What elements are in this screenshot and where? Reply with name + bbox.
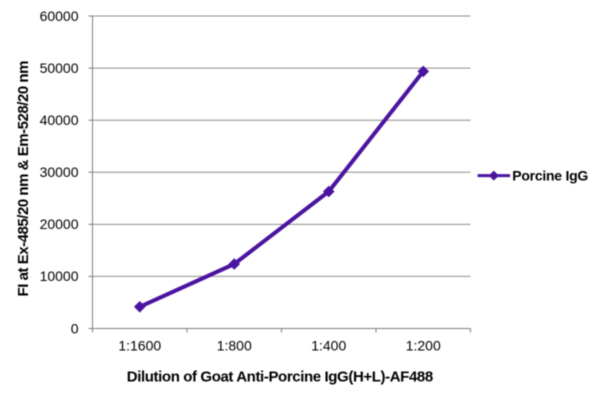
svg-text:1:800: 1:800 bbox=[217, 338, 252, 354]
svg-text:30000: 30000 bbox=[40, 164, 79, 180]
svg-text:40000: 40000 bbox=[40, 112, 79, 128]
svg-text:1:1600: 1:1600 bbox=[118, 338, 161, 354]
svg-text:60000: 60000 bbox=[40, 8, 79, 24]
svg-text:0: 0 bbox=[71, 320, 79, 336]
svg-text:1:400: 1:400 bbox=[311, 338, 346, 354]
svg-text:20000: 20000 bbox=[40, 216, 79, 232]
svg-text:10000: 10000 bbox=[40, 268, 79, 284]
svg-text:FI at Ex-485/20 nm & Em-528/20: FI at Ex-485/20 nm & Em-528/20 nm bbox=[15, 61, 32, 297]
svg-text:50000: 50000 bbox=[40, 60, 79, 76]
svg-text:1:200: 1:200 bbox=[406, 338, 441, 354]
svg-text:Dilution of Goat Anti-Porcine: Dilution of Goat Anti-Porcine IgG(H+L)-A… bbox=[127, 369, 433, 386]
svg-text:Porcine IgG: Porcine IgG bbox=[512, 168, 588, 184]
